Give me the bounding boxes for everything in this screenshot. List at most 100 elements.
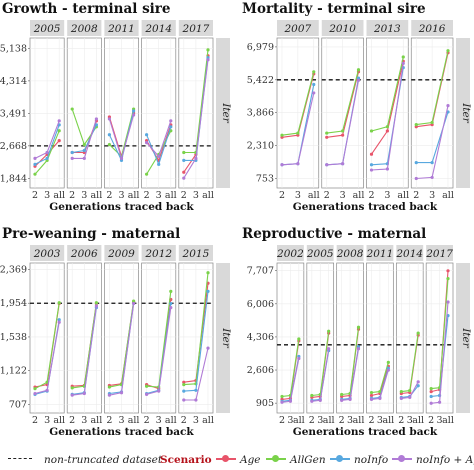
y-tick-label: 4,306 — [247, 332, 274, 343]
data-point — [429, 387, 433, 391]
right-strip-label: Iter — [220, 102, 232, 124]
y-tick-label: 5,138 — [0, 43, 27, 54]
x-axis-label: Generations traced back — [293, 201, 438, 213]
y-tick-label: 753 — [256, 173, 274, 184]
data-point — [182, 176, 186, 180]
data-point — [429, 389, 433, 394]
panel-title: Reproductive - maternal — [242, 226, 426, 242]
y-tick-label: 707 — [9, 399, 27, 410]
x-tick-label: 2 — [144, 415, 150, 426]
facet-strip-label: 2005 — [306, 248, 334, 260]
data-point — [446, 104, 450, 108]
facet-strip — [67, 245, 102, 261]
facet-strip-label: 2016 — [418, 23, 446, 35]
legend-label-age: Age — [240, 454, 261, 466]
data-point — [312, 91, 316, 95]
x-tick-label: 3 — [81, 415, 87, 426]
facet-strip-label: 2017 — [182, 23, 210, 35]
data-point — [430, 161, 434, 165]
data-point — [119, 391, 124, 395]
data-point — [378, 396, 382, 400]
y-tick-label: 1,538 — [0, 332, 27, 343]
x-tick-label: 2 — [339, 415, 345, 426]
y-tick-label: 5,422 — [247, 75, 274, 86]
data-point — [107, 393, 111, 397]
right-strip — [216, 263, 230, 413]
x-tick-label: all — [91, 190, 103, 201]
data-point — [182, 150, 186, 155]
data-point — [340, 392, 344, 397]
facet-strip-label: 2011 — [366, 248, 394, 260]
faceted-chart-figure: Growth - terminal sire Iter 1,844 2,668 3,49… — [0, 1, 472, 438]
y-tick-label: 1,954 — [0, 298, 27, 309]
data-point — [57, 119, 61, 123]
facet-strip-label: 2010 — [328, 23, 356, 35]
data-point — [296, 131, 300, 135]
x-tick-label: all — [53, 190, 65, 201]
x-tick-label: all — [353, 415, 365, 426]
data-point — [194, 398, 198, 402]
x-tick-label: all — [128, 190, 140, 201]
y-tick-label: 1,844 — [0, 173, 27, 184]
right-strip — [216, 38, 230, 188]
data-point — [94, 304, 98, 308]
data-point — [132, 113, 136, 117]
data-point — [194, 156, 198, 160]
data-point — [169, 119, 173, 123]
data-point — [369, 168, 374, 172]
data-point — [57, 129, 61, 133]
x-tick-label: 3 — [317, 415, 323, 426]
x-tick-label: 3 — [44, 415, 50, 426]
right-strip-label: Iter — [460, 327, 472, 349]
facet-strip-label: 2008 — [70, 23, 98, 35]
facet-strip — [104, 20, 139, 36]
data-point — [401, 55, 405, 59]
x-tick-label: 3 — [287, 415, 293, 426]
facet-strip — [178, 20, 213, 36]
data-point — [169, 301, 173, 306]
facet-strip-label: 2006 — [70, 248, 98, 260]
y-tick-label: 2,369 — [0, 265, 27, 276]
x-tick-label: all — [91, 415, 103, 426]
panel-title: Growth - terminal sire — [2, 1, 171, 17]
data-point — [296, 162, 300, 166]
data-point — [341, 162, 345, 166]
x-tick-label: all — [382, 415, 394, 426]
data-point — [206, 58, 210, 62]
facet-strip — [141, 245, 176, 261]
data-point — [446, 269, 450, 273]
y-tick-label: 2,310 — [247, 141, 274, 152]
x-tick-label: 2 — [106, 415, 112, 426]
legend-label-allgen: AllGen — [290, 454, 326, 466]
data-point — [446, 300, 450, 304]
facet-strip-label: 2002 — [276, 248, 304, 260]
data-point — [378, 389, 382, 394]
x-tick-label: 2 — [428, 415, 434, 426]
x-tick-label: 2 — [144, 190, 150, 201]
data-point — [414, 123, 418, 127]
facet-strip — [321, 20, 364, 36]
data-point — [107, 117, 111, 121]
x-tick-label: 3 — [118, 415, 124, 426]
data-point — [429, 401, 433, 405]
legend-dot-allgen — [272, 455, 279, 462]
data-point — [369, 390, 374, 395]
data-point — [399, 396, 403, 400]
x-tick-label: 3 — [340, 190, 346, 201]
data-point — [45, 150, 49, 155]
x-tick-label: 3 — [44, 190, 50, 201]
facet-strip-label: 2005 — [33, 23, 61, 35]
data-point — [70, 393, 74, 397]
data-point — [429, 394, 433, 399]
x-tick-label: all — [128, 415, 140, 426]
data-point — [82, 156, 86, 160]
data-point — [145, 141, 149, 145]
data-point — [297, 337, 301, 341]
data-point — [70, 386, 74, 390]
facet-strip-label: 2015 — [182, 248, 210, 260]
data-point — [327, 347, 331, 351]
y-tick-label: 1,122 — [0, 366, 27, 377]
data-point — [348, 397, 352, 401]
data-point — [408, 388, 412, 393]
reference-line-label: non-truncated dataset — [44, 454, 163, 466]
